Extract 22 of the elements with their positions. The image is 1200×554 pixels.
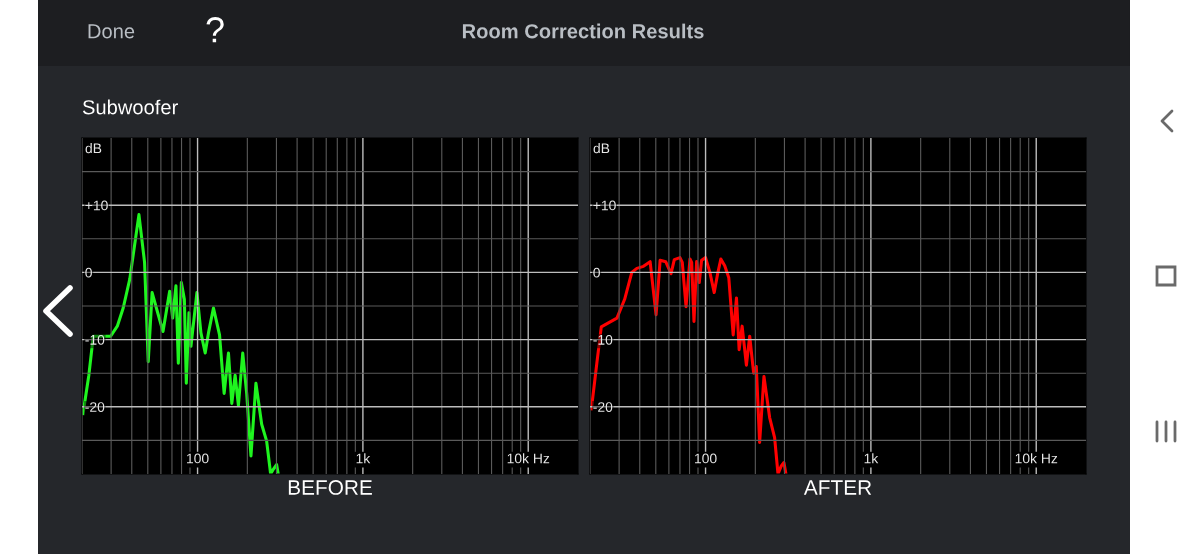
y-axis-title: dB — [85, 143, 102, 154]
x-tick-label: 100 — [695, 453, 717, 464]
text: Done — [88, 24, 135, 39]
x-tick-label: 10k Hz — [1015, 453, 1058, 464]
x-tick-label: 100 — [187, 453, 209, 464]
x-tick-label: 1k — [356, 453, 371, 464]
y-tick-label: 0 — [85, 267, 92, 278]
y-tick-label: -10 — [85, 334, 105, 345]
y-tick-label: -20 — [593, 402, 613, 412]
y-tick-label: +10 — [85, 200, 108, 211]
chart-title: Room Correction Results — [462, 23, 704, 39]
y-tick-label: 0 — [593, 267, 600, 278]
x-axis-title: BEFORE — [288, 480, 372, 495]
text: ? — [206, 17, 224, 43]
chart-subtitle: Subwoofer — [82, 99, 178, 115]
y-tick-label: +10 — [593, 200, 616, 211]
y-tick-label: -10 — [593, 334, 613, 345]
y-axis-title: dB — [593, 143, 610, 154]
x-tick-label: 1k — [864, 453, 879, 464]
x-axis-title: AFTER — [803, 480, 872, 495]
x-tick-label: 10k Hz — [507, 453, 550, 464]
y-tick-label: -20 — [85, 402, 105, 412]
